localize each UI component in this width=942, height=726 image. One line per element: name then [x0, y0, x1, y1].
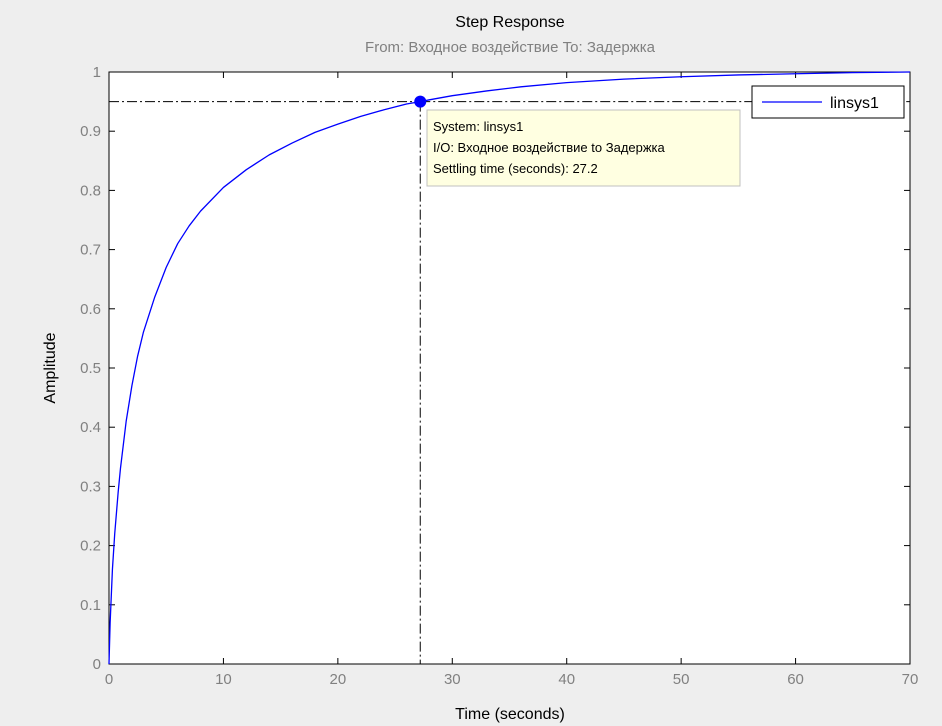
y-tick-label: 0.6 [80, 301, 101, 318]
y-tick-label: 0.5 [80, 360, 101, 377]
x-tick-label: 30 [444, 671, 461, 688]
y-tick-label: 0.8 [80, 182, 101, 199]
series-line-linsys1[interactable] [108, 71, 911, 665]
y-tick-label: 0.1 [80, 597, 101, 614]
y-tick-label: 0 [93, 656, 101, 673]
x-axis-label: Time (seconds) [455, 706, 565, 723]
y-tick-label: 0.9 [80, 123, 101, 140]
legend-entry-linsys1: linsys1 [830, 95, 879, 112]
y-tick-label: 0.7 [80, 242, 101, 259]
x-axis-ticks: 0 10 20 30 40 50 60 70 [105, 72, 919, 688]
datatip-line-system: System: linsys1 [433, 119, 523, 134]
chart-subtitle: From: Входное воздействие To: Задержка [365, 39, 656, 56]
datatip-line-settling-time: Settling time (seconds): 27.2 [433, 161, 598, 176]
y-tick-label: 1 [93, 64, 101, 81]
settling-point-marker[interactable] [414, 95, 427, 108]
datatip-box [426, 109, 741, 187]
x-tick-label: 40 [558, 671, 575, 688]
y-axis-label: Amplitude [42, 332, 59, 403]
y-tick-label: 0.3 [80, 478, 101, 495]
legend[interactable]: linsys1 [751, 85, 905, 119]
x-tick-label: 70 [902, 671, 919, 688]
x-tick-label: 0 [105, 671, 113, 688]
reference-lines [109, 71, 910, 664]
x-tick-label: 50 [673, 671, 690, 688]
chart-title: Step Response [455, 14, 565, 31]
series-group [108, 71, 911, 665]
y-axis-ticks: 0 0.1 0.2 0.3 0.4 0.5 0.6 0.7 0.8 0.9 1 [80, 64, 910, 673]
datatip-line-io: I/O: Входное воздействие to Задержка [433, 140, 666, 155]
y-tick-label: 0.2 [80, 538, 101, 555]
x-tick-label: 20 [330, 671, 347, 688]
x-tick-label: 60 [787, 671, 804, 688]
x-tick-label: 10 [215, 671, 232, 688]
y-tick-label: 0.4 [80, 419, 101, 436]
settling-time-datatip[interactable]: System: linsys1 I/O: Входное воздействие… [426, 109, 741, 187]
